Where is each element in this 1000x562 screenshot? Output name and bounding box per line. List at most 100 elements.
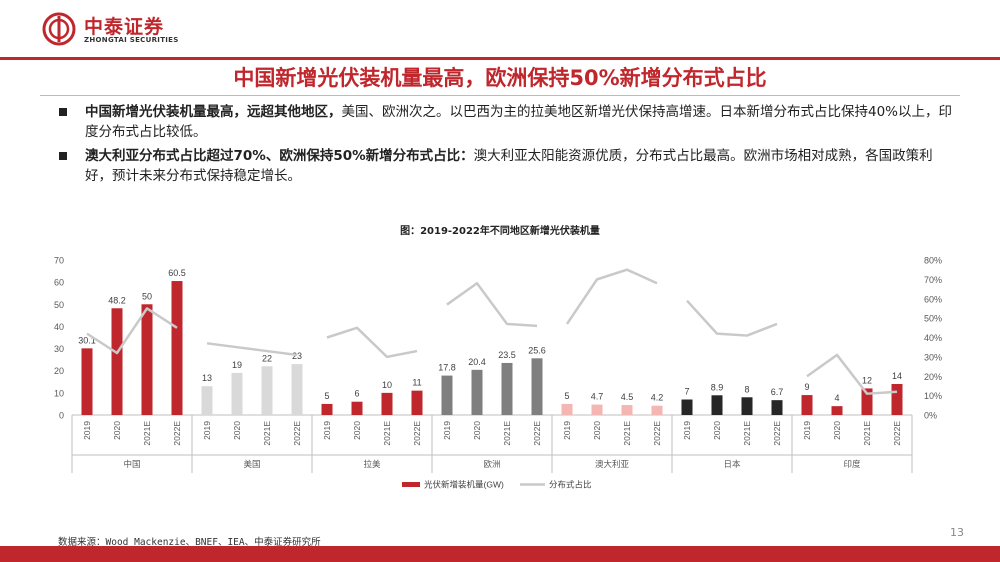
share-line — [686, 299, 778, 337]
y-left-tick-label: 70 — [54, 256, 64, 266]
x-tick-label: 2022E — [532, 421, 542, 446]
x-tick-label: 2021E — [382, 421, 392, 446]
x-tick-label: 2020 — [232, 421, 242, 440]
bar-value-label: 4.5 — [621, 392, 634, 402]
region-label: 拉美 — [363, 459, 381, 469]
share-line — [446, 282, 538, 328]
x-tick-label: 2019 — [322, 421, 332, 440]
bar — [891, 384, 903, 415]
x-tick-label: 2021E — [142, 421, 152, 446]
bar-value-label: 22 — [262, 353, 272, 363]
y-right-tick-label: 60% — [924, 294, 942, 304]
bar — [531, 358, 543, 415]
share-line — [806, 353, 898, 395]
bar — [561, 403, 573, 415]
y-left-tick-label: 50 — [54, 300, 64, 310]
x-tick-label: 2020 — [592, 421, 602, 440]
x-tick-label: 2019 — [82, 421, 92, 440]
bar — [81, 348, 93, 415]
bullet-square-icon — [59, 108, 67, 116]
region-label: 美国 — [243, 459, 260, 469]
bar — [801, 395, 813, 415]
bar-value-label: 25.6 — [528, 345, 546, 355]
x-tick-label: 2019 — [442, 421, 452, 440]
chart-title: 图：2019-2022年不同地区新增光伏装机量 — [400, 226, 600, 237]
share-line — [326, 326, 418, 359]
legend-bar-swatch — [402, 482, 420, 487]
x-tick-label: 2019 — [802, 421, 812, 440]
share-line — [565, 268, 658, 325]
region-label: 澳大利亚 — [595, 459, 630, 469]
y-right-tick-label: 40% — [924, 333, 942, 343]
x-tick-label: 2019 — [562, 421, 572, 440]
bar — [591, 404, 603, 415]
share-line — [206, 342, 298, 357]
bar-value-label: 5 — [564, 391, 569, 401]
bar-value-label: 4.7 — [591, 392, 604, 402]
bar-value-label: 10 — [382, 380, 392, 390]
bar-value-label: 20.4 — [468, 357, 486, 367]
bar — [441, 375, 453, 415]
region-label: 欧洲 — [483, 459, 500, 469]
bar-value-label: 5 — [324, 391, 329, 401]
x-tick-label: 2022E — [412, 421, 422, 446]
bar — [381, 392, 393, 415]
bar — [501, 362, 513, 415]
bar-value-label: 4.2 — [651, 393, 664, 403]
x-tick-label: 2022E — [652, 421, 662, 446]
bar-value-label: 8 — [744, 384, 749, 394]
x-tick-label: 2021E — [742, 421, 752, 446]
bullet-text: 澳大利亚太阳能资源优质，分布式占比最高。欧洲市场相对成熟，各国政策利好，预计未来… — [85, 148, 933, 184]
bar — [831, 406, 843, 415]
bar-value-label: 9 — [804, 382, 809, 392]
brand-name-en: ZHONGTAI SECURITIES — [84, 36, 179, 44]
bar — [651, 405, 663, 415]
bar-value-label: 19 — [232, 360, 242, 370]
bar — [861, 388, 873, 415]
x-tick-label: 2021E — [622, 421, 632, 446]
slide-title: 中国新增光伏装机量最高，欧洲保持50%新增分布式占比 — [233, 66, 767, 90]
share-line — [86, 307, 178, 355]
y-right-tick-label: 80% — [924, 256, 942, 266]
y-left-tick-label: 40 — [54, 322, 64, 332]
bar-value-label: 60.5 — [168, 268, 186, 278]
y-right-tick-label: 70% — [924, 275, 942, 285]
bullet-text: 美国、欧洲次之。以巴西为主的拉美地区新增光伏保持高增速。日本新增分布式占比保持4… — [85, 104, 953, 140]
region-label: 中国 — [123, 459, 140, 469]
bar — [201, 386, 213, 415]
bar-value-label: 8.9 — [711, 382, 724, 392]
bar — [111, 308, 123, 415]
region-label: 日本 — [723, 459, 741, 469]
bar — [171, 281, 183, 415]
bar-value-label: 13 — [202, 373, 212, 383]
bar — [291, 364, 303, 415]
x-tick-label: 2020 — [472, 421, 482, 440]
bar — [321, 403, 333, 415]
x-tick-label: 2022E — [772, 421, 782, 446]
x-tick-label: 2019 — [202, 421, 212, 440]
y-right-tick-label: 0% — [924, 411, 937, 421]
bullet-square-icon — [59, 152, 67, 160]
bullet-bold-text: 澳大利亚分布式占比超过70%、欧洲保持50%新增分布式占比： — [85, 148, 474, 164]
bar-value-label: 23.5 — [498, 350, 516, 360]
header-rule — [0, 57, 1000, 60]
x-tick-label: 2022E — [292, 421, 302, 446]
bar-value-label: 6.7 — [771, 387, 784, 397]
bar — [471, 369, 483, 415]
bar-value-label: 23 — [292, 351, 302, 361]
bar-value-label: 11 — [412, 378, 421, 388]
bar-value-label: 6 — [354, 389, 359, 399]
title-divider — [40, 95, 960, 96]
region-label: 印度 — [843, 459, 861, 469]
legend-bar-label: 光伏新增装机量(GW) — [424, 480, 504, 490]
x-tick-label: 2021E — [862, 421, 872, 446]
source-note: 数据来源：Wood Mackenzie、BNEF、IEA、中泰证券研究所 — [58, 537, 321, 548]
company-logo-icon — [42, 12, 76, 46]
y-left-tick-label: 0 — [59, 411, 64, 421]
brand-name: 中泰证券 — [84, 16, 165, 38]
bar — [741, 397, 753, 415]
bar-value-label: 50 — [142, 291, 152, 301]
x-tick-label: 2019 — [682, 421, 692, 440]
y-right-tick-label: 30% — [924, 352, 942, 362]
